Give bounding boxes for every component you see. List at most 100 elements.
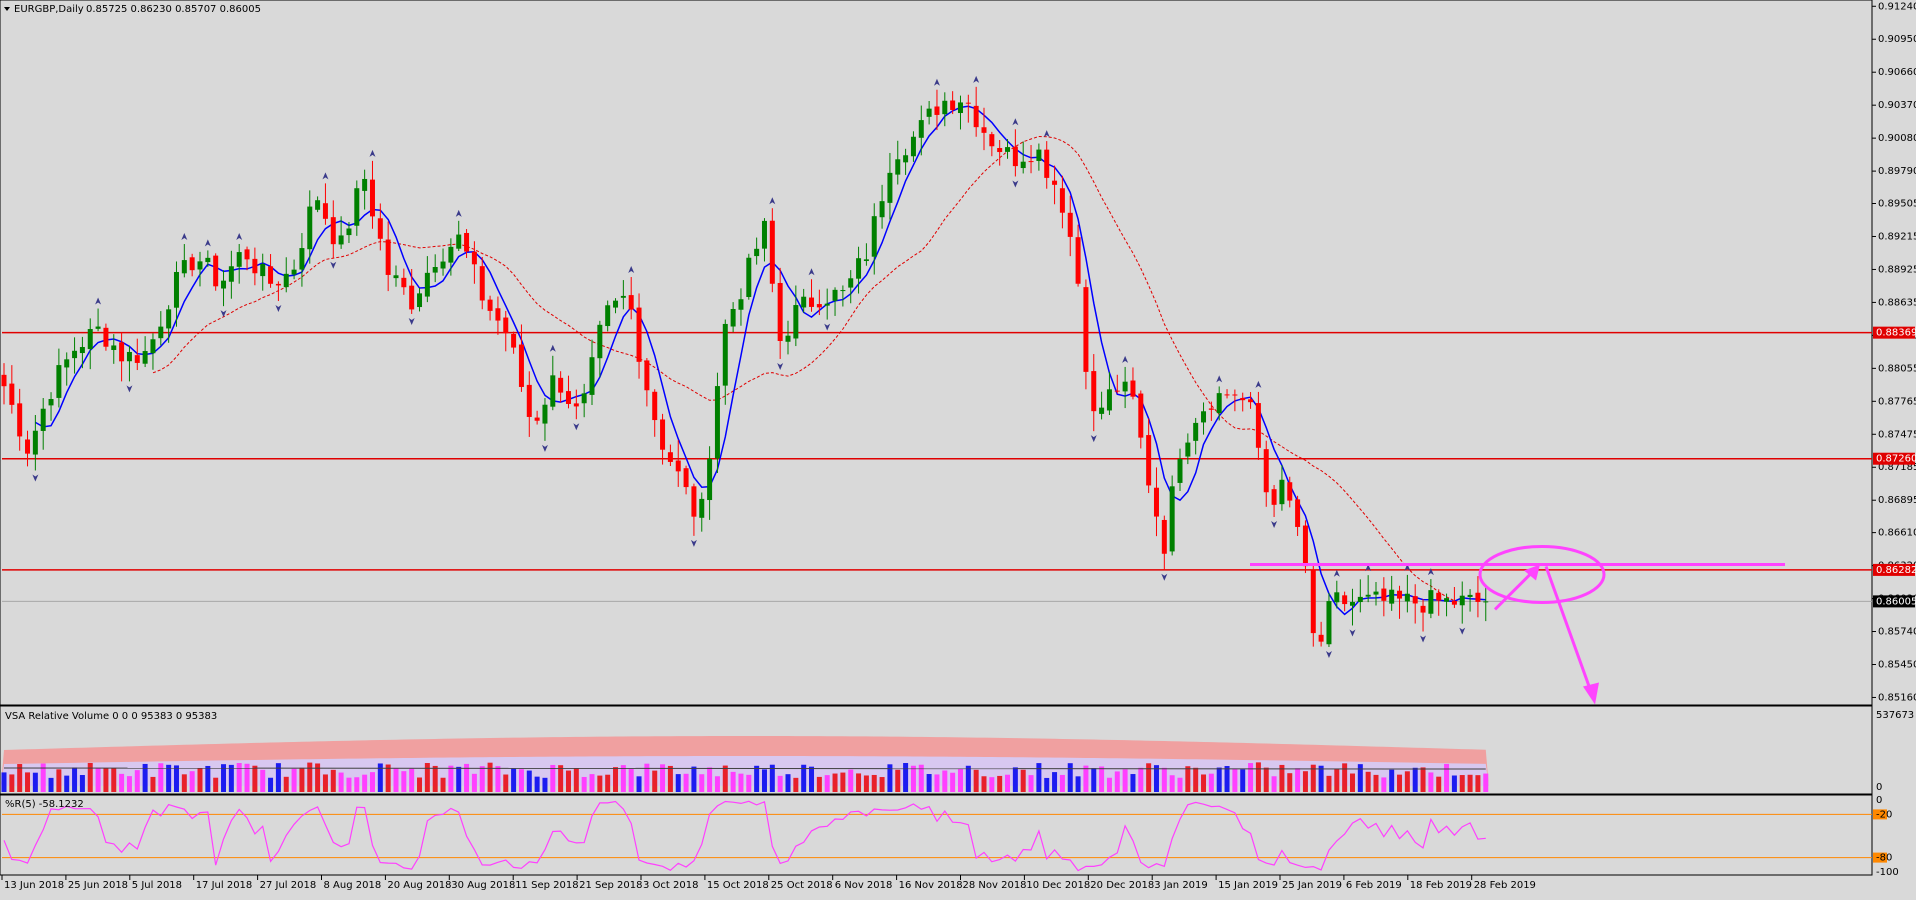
collapse-triangle-icon[interactable]	[4, 7, 10, 11]
candle-body	[1459, 595, 1465, 606]
fractal-down-arrow-icon	[126, 385, 133, 393]
volume-bar	[824, 775, 830, 792]
volume-bar	[87, 762, 93, 792]
fractal-up-arrow-icon	[1255, 380, 1262, 388]
candle-body	[56, 365, 62, 398]
candle-body	[777, 282, 783, 341]
candle-body	[1122, 381, 1128, 392]
volume-bar	[754, 765, 760, 792]
candle-body	[1483, 601, 1489, 603]
magenta-up-arrowhead-icon	[1524, 564, 1540, 581]
volume-bar	[119, 773, 125, 792]
candle-body	[1295, 499, 1301, 527]
candle-body	[213, 255, 219, 287]
candle-body	[699, 498, 705, 518]
price-tick-label: 0.85160	[1878, 692, 1916, 703]
volume-bar	[1302, 771, 1308, 792]
candle-body	[675, 460, 681, 472]
volume-bar	[330, 769, 336, 792]
volume-bar	[801, 764, 807, 792]
candle-body	[903, 155, 909, 163]
volume-bar	[707, 767, 713, 792]
candle-body	[479, 266, 485, 301]
volume-bar	[573, 768, 579, 792]
time-tick-label: 15 Oct 2018	[707, 880, 769, 891]
volume-bar	[362, 774, 368, 792]
volume-bar	[1083, 765, 1089, 792]
volume-bar	[221, 764, 227, 792]
candle-body	[1146, 435, 1152, 486]
price-tick-label: 0.89790	[1878, 166, 1916, 177]
volume-bar	[260, 769, 266, 792]
price-tick-label: 0.88635	[1878, 297, 1916, 308]
fractal-up-arrow-icon	[1122, 355, 1129, 363]
volume-bar	[464, 763, 470, 792]
candle-body	[597, 324, 603, 359]
volume-bar	[526, 770, 532, 792]
candle-body	[1075, 237, 1081, 284]
volume-bar	[542, 777, 548, 792]
volume-bar	[934, 774, 940, 792]
volume-bar	[158, 763, 164, 792]
volume-bar	[981, 776, 987, 792]
candle-body	[1, 374, 7, 387]
candle-body	[1169, 486, 1175, 552]
candle-body	[1420, 605, 1426, 613]
candle-body	[150, 339, 156, 354]
volume-bar	[338, 772, 344, 792]
volume-bar	[769, 764, 775, 792]
candle-body	[942, 100, 948, 115]
magenta-annotations	[1250, 544, 1785, 705]
time-tick-label: 15 Jan 2019	[1218, 880, 1278, 891]
candle-body	[652, 391, 658, 421]
candle-body	[832, 289, 838, 301]
candle-body	[534, 417, 540, 421]
candle-body	[291, 269, 297, 275]
fractal-down-arrow-icon	[1459, 627, 1466, 635]
candle-body	[181, 260, 187, 274]
fractal-down-arrow-icon	[330, 261, 337, 269]
candle-body	[997, 148, 1003, 153]
volume-bar	[291, 768, 297, 792]
fractal-up-arrow-icon	[1216, 375, 1223, 383]
fractal-down-arrow-icon	[1349, 629, 1356, 637]
williams-levels	[2, 813, 1872, 859]
candle-body	[1020, 161, 1026, 169]
volume-bar	[111, 768, 117, 792]
time-tick-label: 28 Feb 2019	[1474, 880, 1536, 891]
volume-bar	[1005, 774, 1011, 792]
fractal-up-arrow-icon	[1333, 569, 1340, 577]
volume-bar	[479, 766, 485, 792]
volume-bar	[1138, 767, 1144, 792]
time-tick-label: 6 Nov 2018	[835, 880, 893, 891]
candle-body	[1201, 411, 1207, 423]
price-tick-label: 0.86610	[1878, 528, 1916, 539]
volume-bar	[1475, 775, 1481, 792]
price-tick-label: 0.86895	[1878, 495, 1916, 506]
volume-bar	[1091, 768, 1097, 792]
candle-body	[1404, 593, 1410, 602]
candle-body	[448, 246, 454, 263]
volume-bar	[1271, 776, 1277, 792]
candle-body	[871, 216, 877, 257]
volume-bar	[675, 774, 681, 792]
williams-axis-label: -80	[1876, 853, 1892, 864]
volume-bar	[816, 776, 822, 792]
candle-body	[119, 342, 125, 362]
volume-bar	[432, 765, 438, 792]
candle-body	[605, 305, 611, 327]
candle-body	[1044, 149, 1050, 178]
candle-body	[338, 235, 344, 245]
candle-body	[487, 299, 493, 311]
volume-bars	[1, 762, 1489, 792]
volume-bar	[385, 764, 391, 792]
williams-level-tag	[1873, 809, 1887, 820]
volume-bar	[1099, 766, 1105, 792]
volume-bar	[1326, 775, 1332, 792]
magenta-ellipse[interactable]	[1478, 544, 1606, 604]
volume-bar	[236, 763, 242, 792]
volume-bar	[1263, 767, 1269, 792]
fractal-up-arrow-icon	[628, 266, 635, 274]
candle-body	[1263, 449, 1269, 493]
candle-body	[32, 430, 38, 455]
